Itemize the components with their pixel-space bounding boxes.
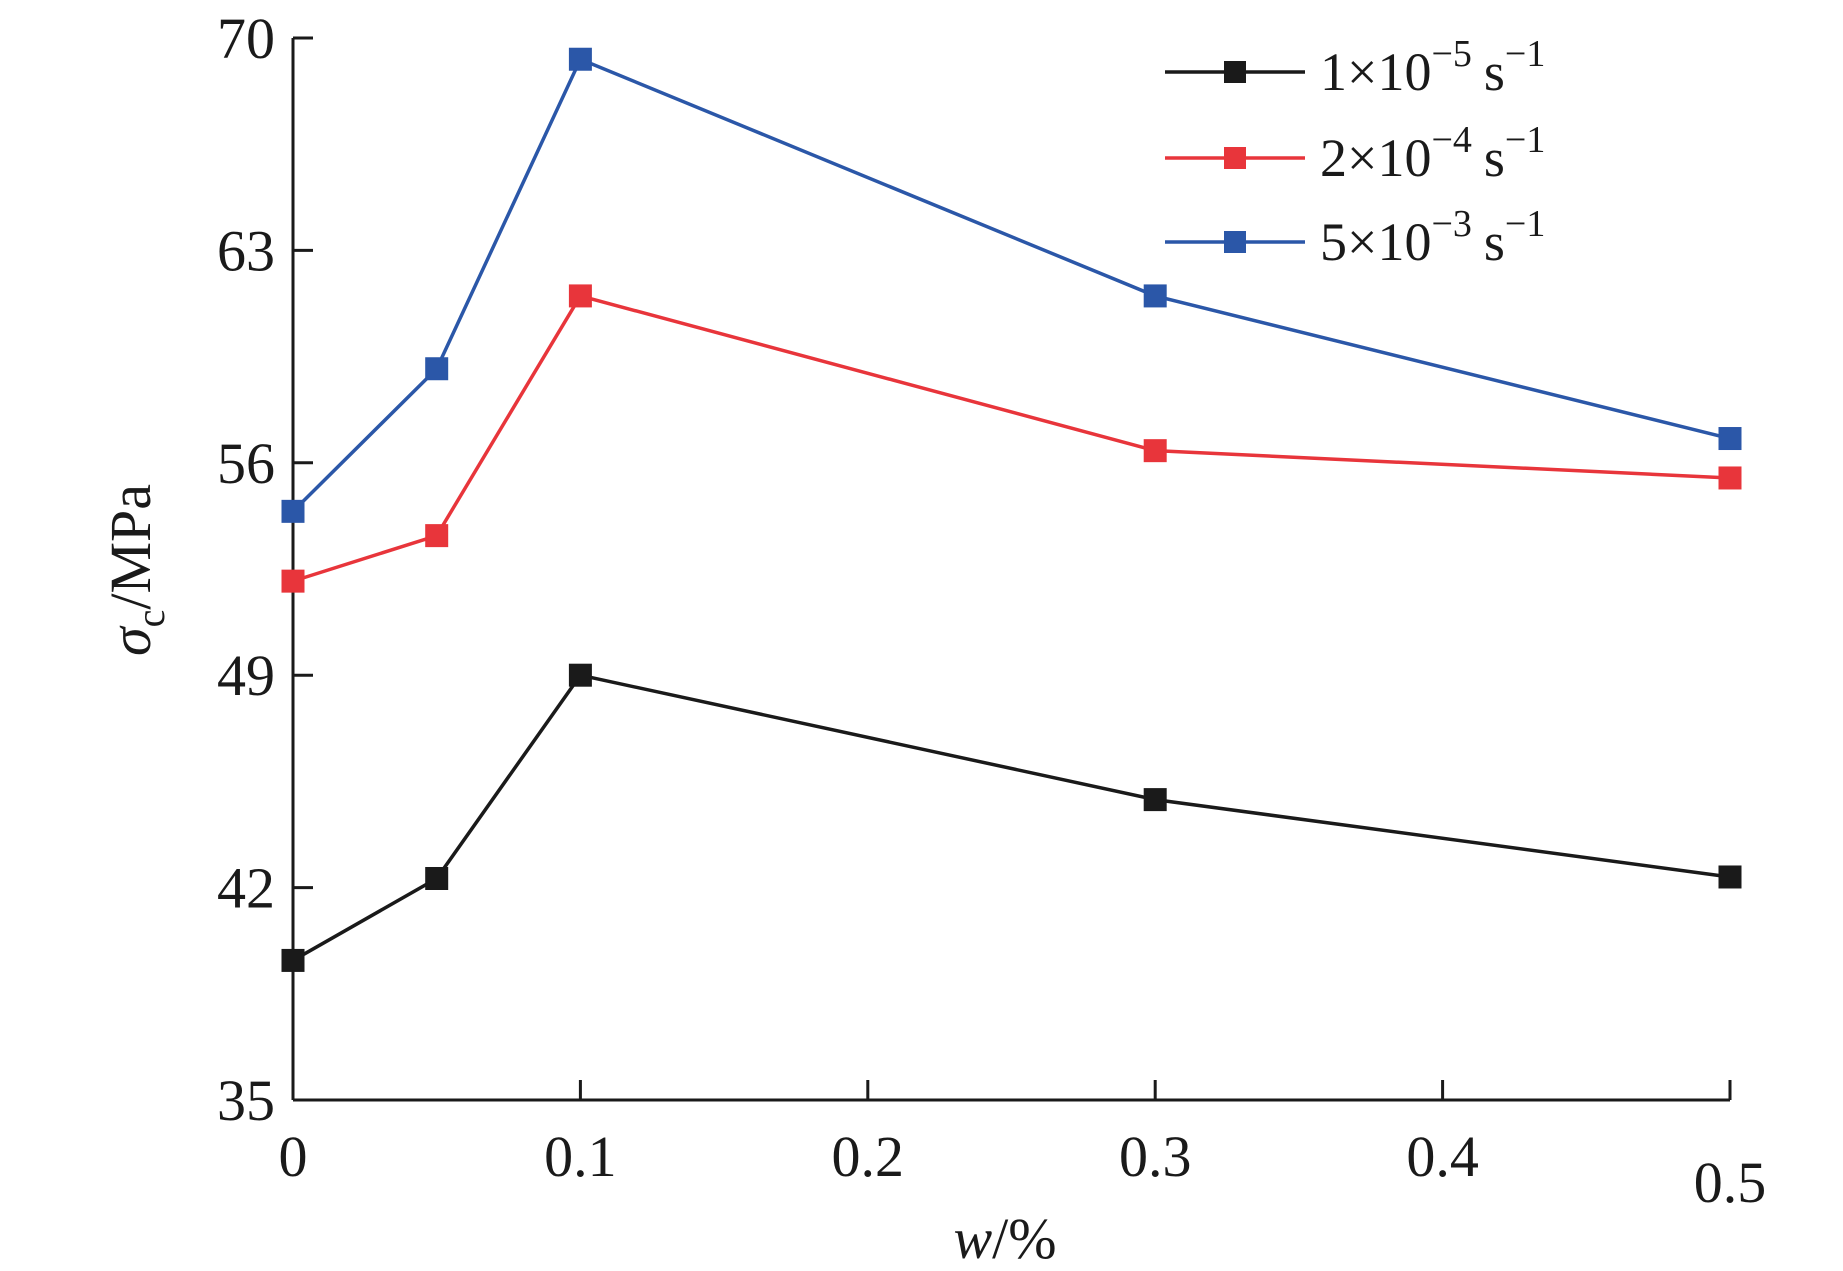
data-point bbox=[425, 524, 449, 548]
data-point bbox=[281, 499, 305, 523]
y-tick-label: 42 bbox=[217, 856, 275, 921]
legend-label-base: 1×10 bbox=[1320, 42, 1431, 102]
legend-marker bbox=[1224, 61, 1246, 83]
data-point bbox=[1143, 439, 1167, 463]
data-point bbox=[1143, 284, 1167, 308]
legend-label: 2×10−4 s−1 bbox=[1320, 119, 1545, 188]
svg-text:w/%: w/% bbox=[953, 1206, 1056, 1271]
data-point bbox=[1718, 466, 1742, 490]
x-tick-label: 0.4 bbox=[1406, 1124, 1479, 1189]
y-axis-title-subscript: c bbox=[128, 610, 173, 628]
legend-label-unit-exponent: −1 bbox=[1505, 119, 1545, 161]
y-axis-title-symbol: σ bbox=[98, 625, 163, 656]
data-point bbox=[281, 569, 305, 593]
x-ticks: 0 0.1 0.2 0.3 0.4 0.5 bbox=[279, 1080, 1767, 1215]
legend-label-base: 5×10 bbox=[1320, 212, 1431, 272]
legend-label-base: 2×10 bbox=[1320, 128, 1431, 188]
legend-label-unit-exponent: −1 bbox=[1505, 203, 1545, 245]
y-tick-label: 35 bbox=[217, 1068, 275, 1133]
x-tick-label: 0.1 bbox=[544, 1124, 617, 1189]
legend-marker bbox=[1224, 147, 1246, 169]
x-tick-label: 0.3 bbox=[1119, 1124, 1192, 1189]
y-axis-title-unit: /MPa bbox=[98, 484, 163, 610]
y-axis-title: σc/MPa bbox=[98, 484, 173, 656]
legend-label-unit-exponent: −1 bbox=[1505, 33, 1545, 75]
series-2 bbox=[281, 284, 1742, 593]
y-tick-label: 63 bbox=[217, 218, 275, 283]
data-point bbox=[568, 47, 592, 71]
svg-text:σc/MPa: σc/MPa bbox=[98, 484, 173, 656]
legend-item: 5×10−3 s−1 bbox=[1165, 203, 1545, 272]
x-tick-label: 0 bbox=[279, 1124, 308, 1189]
legend: 1×10−5 s−12×10−4 s−15×10−3 s−1 bbox=[1165, 33, 1545, 272]
data-point bbox=[1718, 427, 1742, 451]
y-tick-label: 70 bbox=[217, 6, 275, 71]
series-group bbox=[281, 47, 1742, 972]
data-point bbox=[281, 948, 305, 972]
series-1 bbox=[281, 663, 1742, 972]
legend-label-unit: s bbox=[1484, 128, 1505, 188]
data-point bbox=[568, 284, 592, 308]
legend-label-unit: s bbox=[1484, 42, 1505, 102]
axes bbox=[291, 38, 1730, 1102]
x-axis-title-symbol: w bbox=[953, 1206, 992, 1271]
legend-marker bbox=[1224, 231, 1246, 253]
legend-label-exponent: −4 bbox=[1431, 119, 1471, 161]
data-point bbox=[1143, 788, 1167, 812]
legend-label: 1×10−5 s−1 bbox=[1320, 33, 1545, 102]
y-tick-label: 49 bbox=[217, 643, 275, 708]
series-line bbox=[292, 673, 1731, 962]
legend-label-exponent: −5 bbox=[1431, 33, 1471, 75]
x-tick-label: 0.5 bbox=[1694, 1150, 1767, 1215]
legend-label-exponent: −3 bbox=[1431, 203, 1471, 245]
legend-item: 2×10−4 s−1 bbox=[1165, 119, 1545, 188]
data-point bbox=[425, 866, 449, 890]
series-3 bbox=[281, 47, 1742, 523]
data-point bbox=[1718, 865, 1742, 889]
y-tick-label: 56 bbox=[217, 431, 275, 496]
data-point bbox=[425, 357, 449, 381]
data-point bbox=[568, 663, 592, 687]
legend-label-unit: s bbox=[1484, 212, 1505, 272]
x-tick-label: 0.2 bbox=[832, 1124, 905, 1189]
series-line bbox=[292, 293, 1731, 583]
x-axis-title-unit: /% bbox=[992, 1206, 1056, 1271]
y-ticks: 35 42 49 56 63 70 bbox=[217, 6, 313, 1133]
legend-label: 5×10−3 s−1 bbox=[1320, 203, 1545, 272]
x-axis-title: w/% bbox=[953, 1206, 1056, 1271]
legend-item: 1×10−5 s−1 bbox=[1165, 33, 1545, 102]
